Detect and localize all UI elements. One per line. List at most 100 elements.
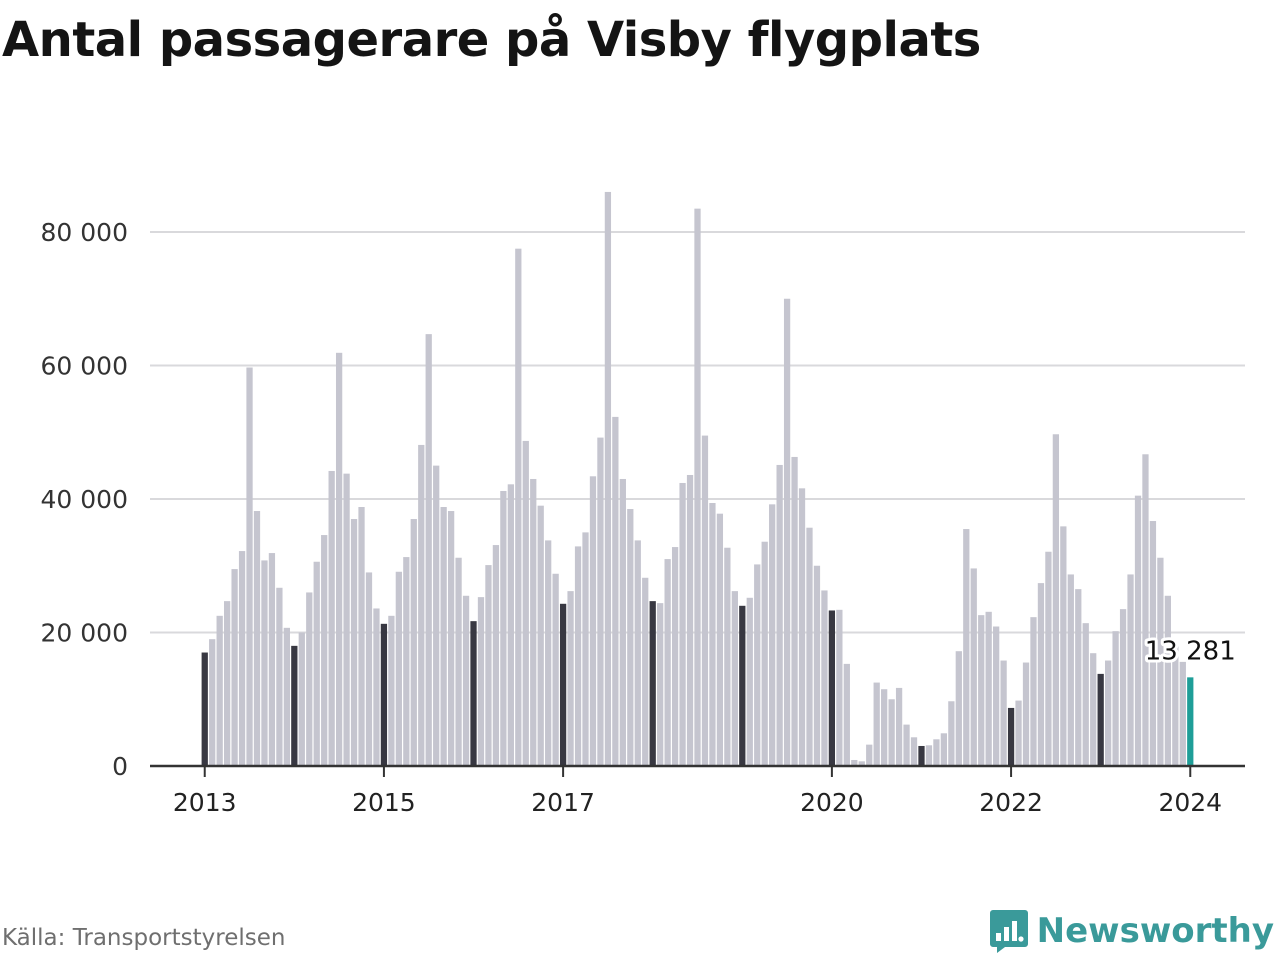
bar [918, 745, 925, 766]
x-tick-label: 2017 [531, 788, 595, 817]
x-axis: 2013 2015 2017 2020 2022 2024 [173, 766, 1222, 817]
bar [276, 587, 283, 766]
bar [806, 527, 813, 766]
bar [209, 639, 216, 766]
y-tick-label: 0 [112, 752, 128, 781]
bar [1060, 526, 1067, 766]
bar [664, 559, 671, 766]
bar [649, 601, 656, 766]
bar [462, 595, 470, 766]
bar [1157, 557, 1164, 766]
bar [261, 560, 268, 766]
bar [657, 603, 664, 766]
bar [470, 621, 477, 766]
bar [1164, 595, 1172, 766]
bar [813, 565, 821, 766]
bar [739, 605, 746, 766]
bar [1105, 660, 1112, 766]
bar [731, 591, 738, 766]
bar [1015, 700, 1022, 766]
chart-title: Antal passagerare på Visby flygplats [2, 12, 981, 68]
bar [798, 488, 806, 766]
bar [455, 557, 462, 766]
bar [1179, 661, 1186, 766]
bars [201, 191, 1194, 766]
bar [903, 724, 910, 766]
y-tick-label: 40 000 [41, 485, 128, 514]
y-axis: 0 20 000 40 000 60 000 80 000 [41, 218, 128, 781]
bar [477, 597, 485, 766]
bar [485, 565, 492, 766]
bar [910, 737, 918, 766]
bar [395, 571, 402, 766]
y-tick-label: 20 000 [41, 619, 128, 648]
bar [985, 611, 992, 766]
y-tick-label: 60 000 [41, 352, 128, 381]
x-tick-label: 2024 [1158, 788, 1222, 817]
bar [746, 597, 753, 766]
bar [754, 564, 761, 766]
bar [978, 615, 985, 766]
bar [709, 503, 716, 766]
bar [589, 476, 597, 766]
bar [522, 440, 529, 766]
bar [888, 699, 895, 766]
bar [298, 632, 305, 766]
bar [597, 437, 604, 766]
bar [1082, 623, 1089, 766]
bar [1142, 454, 1149, 766]
bar [433, 465, 440, 766]
bar [425, 334, 432, 766]
bar [671, 547, 679, 766]
bar [1052, 434, 1060, 766]
bar [574, 546, 582, 766]
brand-name: Newsworthy [1036, 911, 1274, 951]
bar [268, 553, 276, 766]
bar [313, 561, 320, 766]
bar [1000, 660, 1007, 766]
bar [881, 689, 888, 766]
bar [612, 416, 619, 766]
x-tick-label: 2022 [979, 788, 1043, 817]
bar [1127, 574, 1134, 766]
bar [769, 504, 776, 766]
bar [283, 627, 290, 766]
bar [940, 733, 948, 766]
bar [582, 532, 589, 766]
bar [1149, 521, 1157, 766]
bar [373, 608, 380, 766]
bar [851, 759, 858, 766]
bar [1112, 631, 1119, 766]
bar [858, 761, 865, 766]
bar [365, 572, 373, 766]
bar [970, 568, 977, 766]
bar [873, 682, 880, 766]
bar [507, 484, 514, 766]
bar [335, 352, 343, 766]
bar [821, 590, 828, 766]
source-label: Källa: Transportstyrelsen [2, 925, 286, 951]
bar [836, 609, 843, 766]
bar [604, 191, 612, 766]
newsworthy-logo: Newsworthy [989, 908, 1274, 954]
bar [515, 248, 522, 766]
bar [694, 208, 701, 766]
bar [627, 509, 634, 766]
bar [948, 701, 955, 766]
x-tick-label: 2013 [173, 788, 237, 817]
latest-value-label: 13 281 [1145, 636, 1236, 666]
bar [1172, 646, 1179, 766]
bar [492, 545, 500, 766]
bar [843, 663, 850, 766]
bar [686, 474, 694, 766]
bar [619, 478, 626, 766]
bar [552, 573, 559, 766]
bar [1090, 653, 1097, 766]
bar [223, 601, 231, 766]
bar [440, 507, 447, 766]
bar [530, 478, 537, 766]
bar [216, 615, 223, 766]
bar [724, 547, 731, 766]
bar [328, 470, 335, 766]
bar [791, 456, 798, 766]
